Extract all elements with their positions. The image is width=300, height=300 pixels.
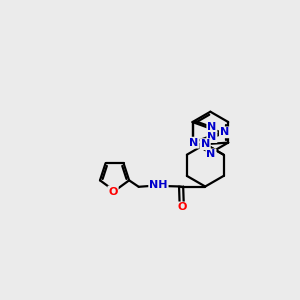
- Text: N: N: [220, 127, 229, 137]
- Text: N: N: [189, 138, 199, 148]
- Text: O: O: [108, 187, 118, 196]
- Text: N: N: [207, 122, 217, 132]
- Text: NH: NH: [149, 180, 168, 190]
- Text: N: N: [206, 149, 216, 159]
- Text: N: N: [207, 132, 217, 142]
- Text: O: O: [177, 202, 186, 212]
- Text: N: N: [201, 139, 210, 149]
